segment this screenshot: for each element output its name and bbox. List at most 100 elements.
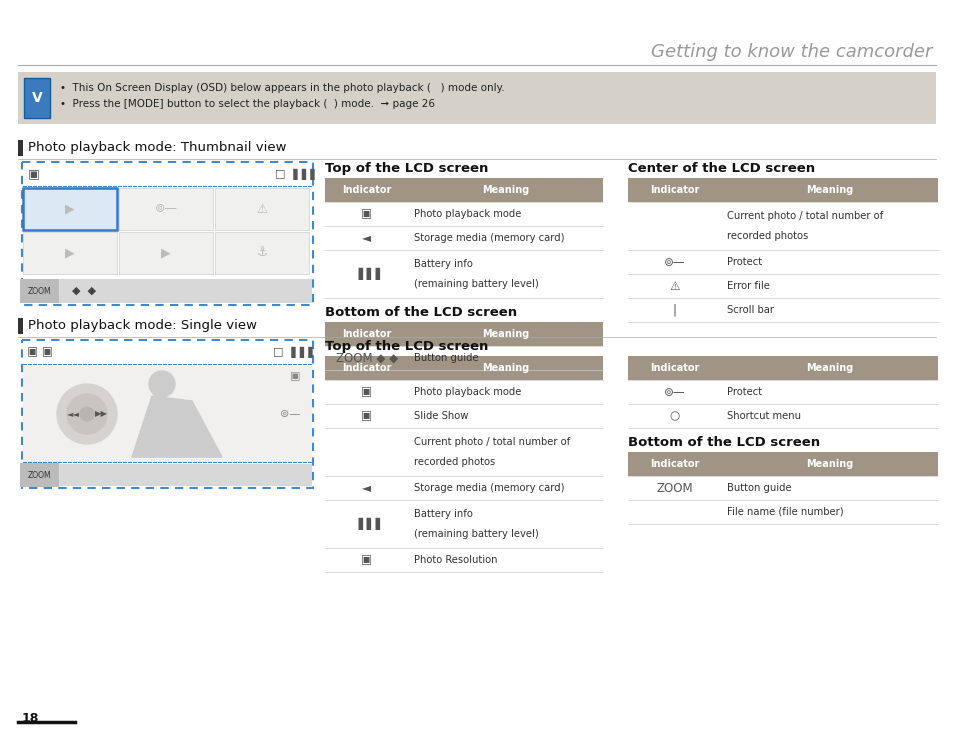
Text: Photo playback mode: Photo playback mode: [414, 387, 521, 397]
Bar: [325, 202, 602, 226]
Text: Photo playback mode: Photo playback mode: [414, 209, 521, 219]
Text: ▐▐▐: ▐▐▐: [353, 518, 380, 531]
Bar: [119, 188, 213, 230]
Text: ◄◄: ◄◄: [67, 410, 79, 418]
Text: ▶: ▶: [65, 247, 74, 259]
Bar: [627, 452, 937, 476]
Text: ⊚—: ⊚—: [663, 255, 684, 269]
Text: •  Press the [MODE] button to select the playback (  ) mode.  ➞ page 26: • Press the [MODE] button to select the …: [60, 99, 435, 109]
Text: ⚠: ⚠: [669, 280, 679, 293]
Text: Indicator: Indicator: [649, 363, 699, 373]
Bar: [627, 476, 937, 500]
Text: Shortcut menu: Shortcut menu: [726, 411, 801, 421]
Bar: [214, 232, 309, 274]
Circle shape: [57, 384, 117, 444]
Text: ⊚—: ⊚—: [663, 385, 684, 399]
Circle shape: [149, 371, 174, 397]
Bar: [325, 178, 602, 202]
Text: Scroll bar: Scroll bar: [726, 305, 773, 315]
Text: ▐▐▐: ▐▐▐: [353, 267, 380, 280]
Text: ▶: ▶: [65, 202, 74, 215]
Bar: [325, 356, 602, 380]
Bar: [325, 428, 602, 476]
Bar: [627, 404, 937, 428]
Text: V: V: [31, 91, 42, 105]
Text: ⚠: ⚠: [256, 202, 268, 215]
Bar: [214, 188, 309, 230]
Text: |: |: [672, 304, 676, 317]
Text: ▶▶: ▶▶: [94, 410, 108, 418]
Text: (remaining battery level): (remaining battery level): [414, 279, 538, 289]
Bar: [627, 298, 937, 322]
Bar: [23, 366, 312, 462]
Bar: [18, 318, 23, 334]
Bar: [23, 279, 312, 303]
Text: ◆  ◆: ◆ ◆: [71, 286, 96, 296]
Bar: [325, 500, 602, 548]
Bar: [23, 341, 312, 363]
Text: ▣: ▣: [291, 371, 301, 381]
Bar: [627, 380, 937, 404]
Text: Indicator: Indicator: [342, 185, 391, 195]
Text: recorded photos: recorded photos: [414, 457, 496, 467]
Text: ZOOM ◆ ◆: ZOOM ◆ ◆: [335, 352, 397, 364]
Text: Center of the LCD screen: Center of the LCD screen: [627, 162, 814, 175]
Text: Button guide: Button guide: [414, 353, 478, 363]
Text: Indicator: Indicator: [649, 185, 699, 195]
Bar: [23, 188, 117, 230]
Bar: [18, 72, 935, 124]
Text: ZOOM: ZOOM: [656, 482, 692, 494]
Text: Meaning: Meaning: [481, 363, 529, 373]
Text: Meaning: Meaning: [481, 185, 529, 195]
Text: ▶: ▶: [161, 247, 171, 259]
Text: Photo playback mode: Thumbnail view: Photo playback mode: Thumbnail view: [28, 142, 286, 155]
Bar: [627, 202, 937, 250]
Bar: [325, 250, 602, 298]
Text: Protect: Protect: [726, 387, 761, 397]
Text: Indicator: Indicator: [342, 329, 391, 339]
Bar: [119, 232, 213, 274]
Text: □ ▐▐▐: □ ▐▐▐: [274, 169, 314, 180]
Bar: [23, 163, 312, 185]
Text: Slide Show: Slide Show: [414, 411, 468, 421]
Text: File name (file number): File name (file number): [726, 507, 842, 517]
Text: ⊚—: ⊚—: [154, 202, 177, 215]
Polygon shape: [132, 396, 222, 457]
Text: recorded photos: recorded photos: [726, 231, 807, 241]
Text: ZOOM: ZOOM: [28, 286, 51, 296]
Text: Meaning: Meaning: [481, 329, 529, 339]
Text: Button guide: Button guide: [726, 483, 791, 493]
Text: ▣: ▣: [361, 385, 372, 399]
Text: Protect: Protect: [726, 257, 761, 267]
Text: Getting to know the camcorder: Getting to know the camcorder: [650, 43, 931, 61]
Bar: [627, 178, 937, 202]
Text: •  This On Screen Display (OSD) below appears in the photo playback (   ) mode o: • This On Screen Display (OSD) below app…: [60, 83, 504, 93]
Text: ▣ ▣: ▣ ▣: [27, 345, 53, 358]
Bar: [325, 476, 602, 500]
Text: ▣: ▣: [361, 553, 372, 566]
Text: ▣: ▣: [361, 207, 372, 220]
Text: Top of the LCD screen: Top of the LCD screen: [325, 340, 488, 353]
Bar: [22, 162, 313, 305]
Text: Meaning: Meaning: [805, 185, 852, 195]
Text: ▣: ▣: [28, 167, 40, 180]
Text: Photo Resolution: Photo Resolution: [414, 555, 497, 565]
Text: Storage media (memory card): Storage media (memory card): [414, 233, 564, 243]
Bar: [325, 322, 602, 346]
Text: Battery info: Battery info: [414, 509, 473, 519]
Text: Storage media (memory card): Storage media (memory card): [414, 483, 564, 493]
Text: ⚓: ⚓: [256, 247, 268, 259]
Bar: [18, 140, 23, 156]
Text: Photo playback mode: Single view: Photo playback mode: Single view: [28, 320, 256, 332]
Circle shape: [67, 394, 107, 434]
Bar: [325, 380, 602, 404]
Bar: [24, 78, 50, 118]
Bar: [23, 464, 312, 486]
Text: Top of the LCD screen: Top of the LCD screen: [325, 162, 488, 175]
Text: Bottom of the LCD screen: Bottom of the LCD screen: [325, 306, 517, 319]
Text: ◄: ◄: [362, 231, 371, 245]
Bar: [627, 500, 937, 524]
Text: Current photo / total number of: Current photo / total number of: [414, 437, 570, 447]
Text: ZOOM: ZOOM: [28, 471, 51, 480]
Text: Indicator: Indicator: [649, 459, 699, 469]
